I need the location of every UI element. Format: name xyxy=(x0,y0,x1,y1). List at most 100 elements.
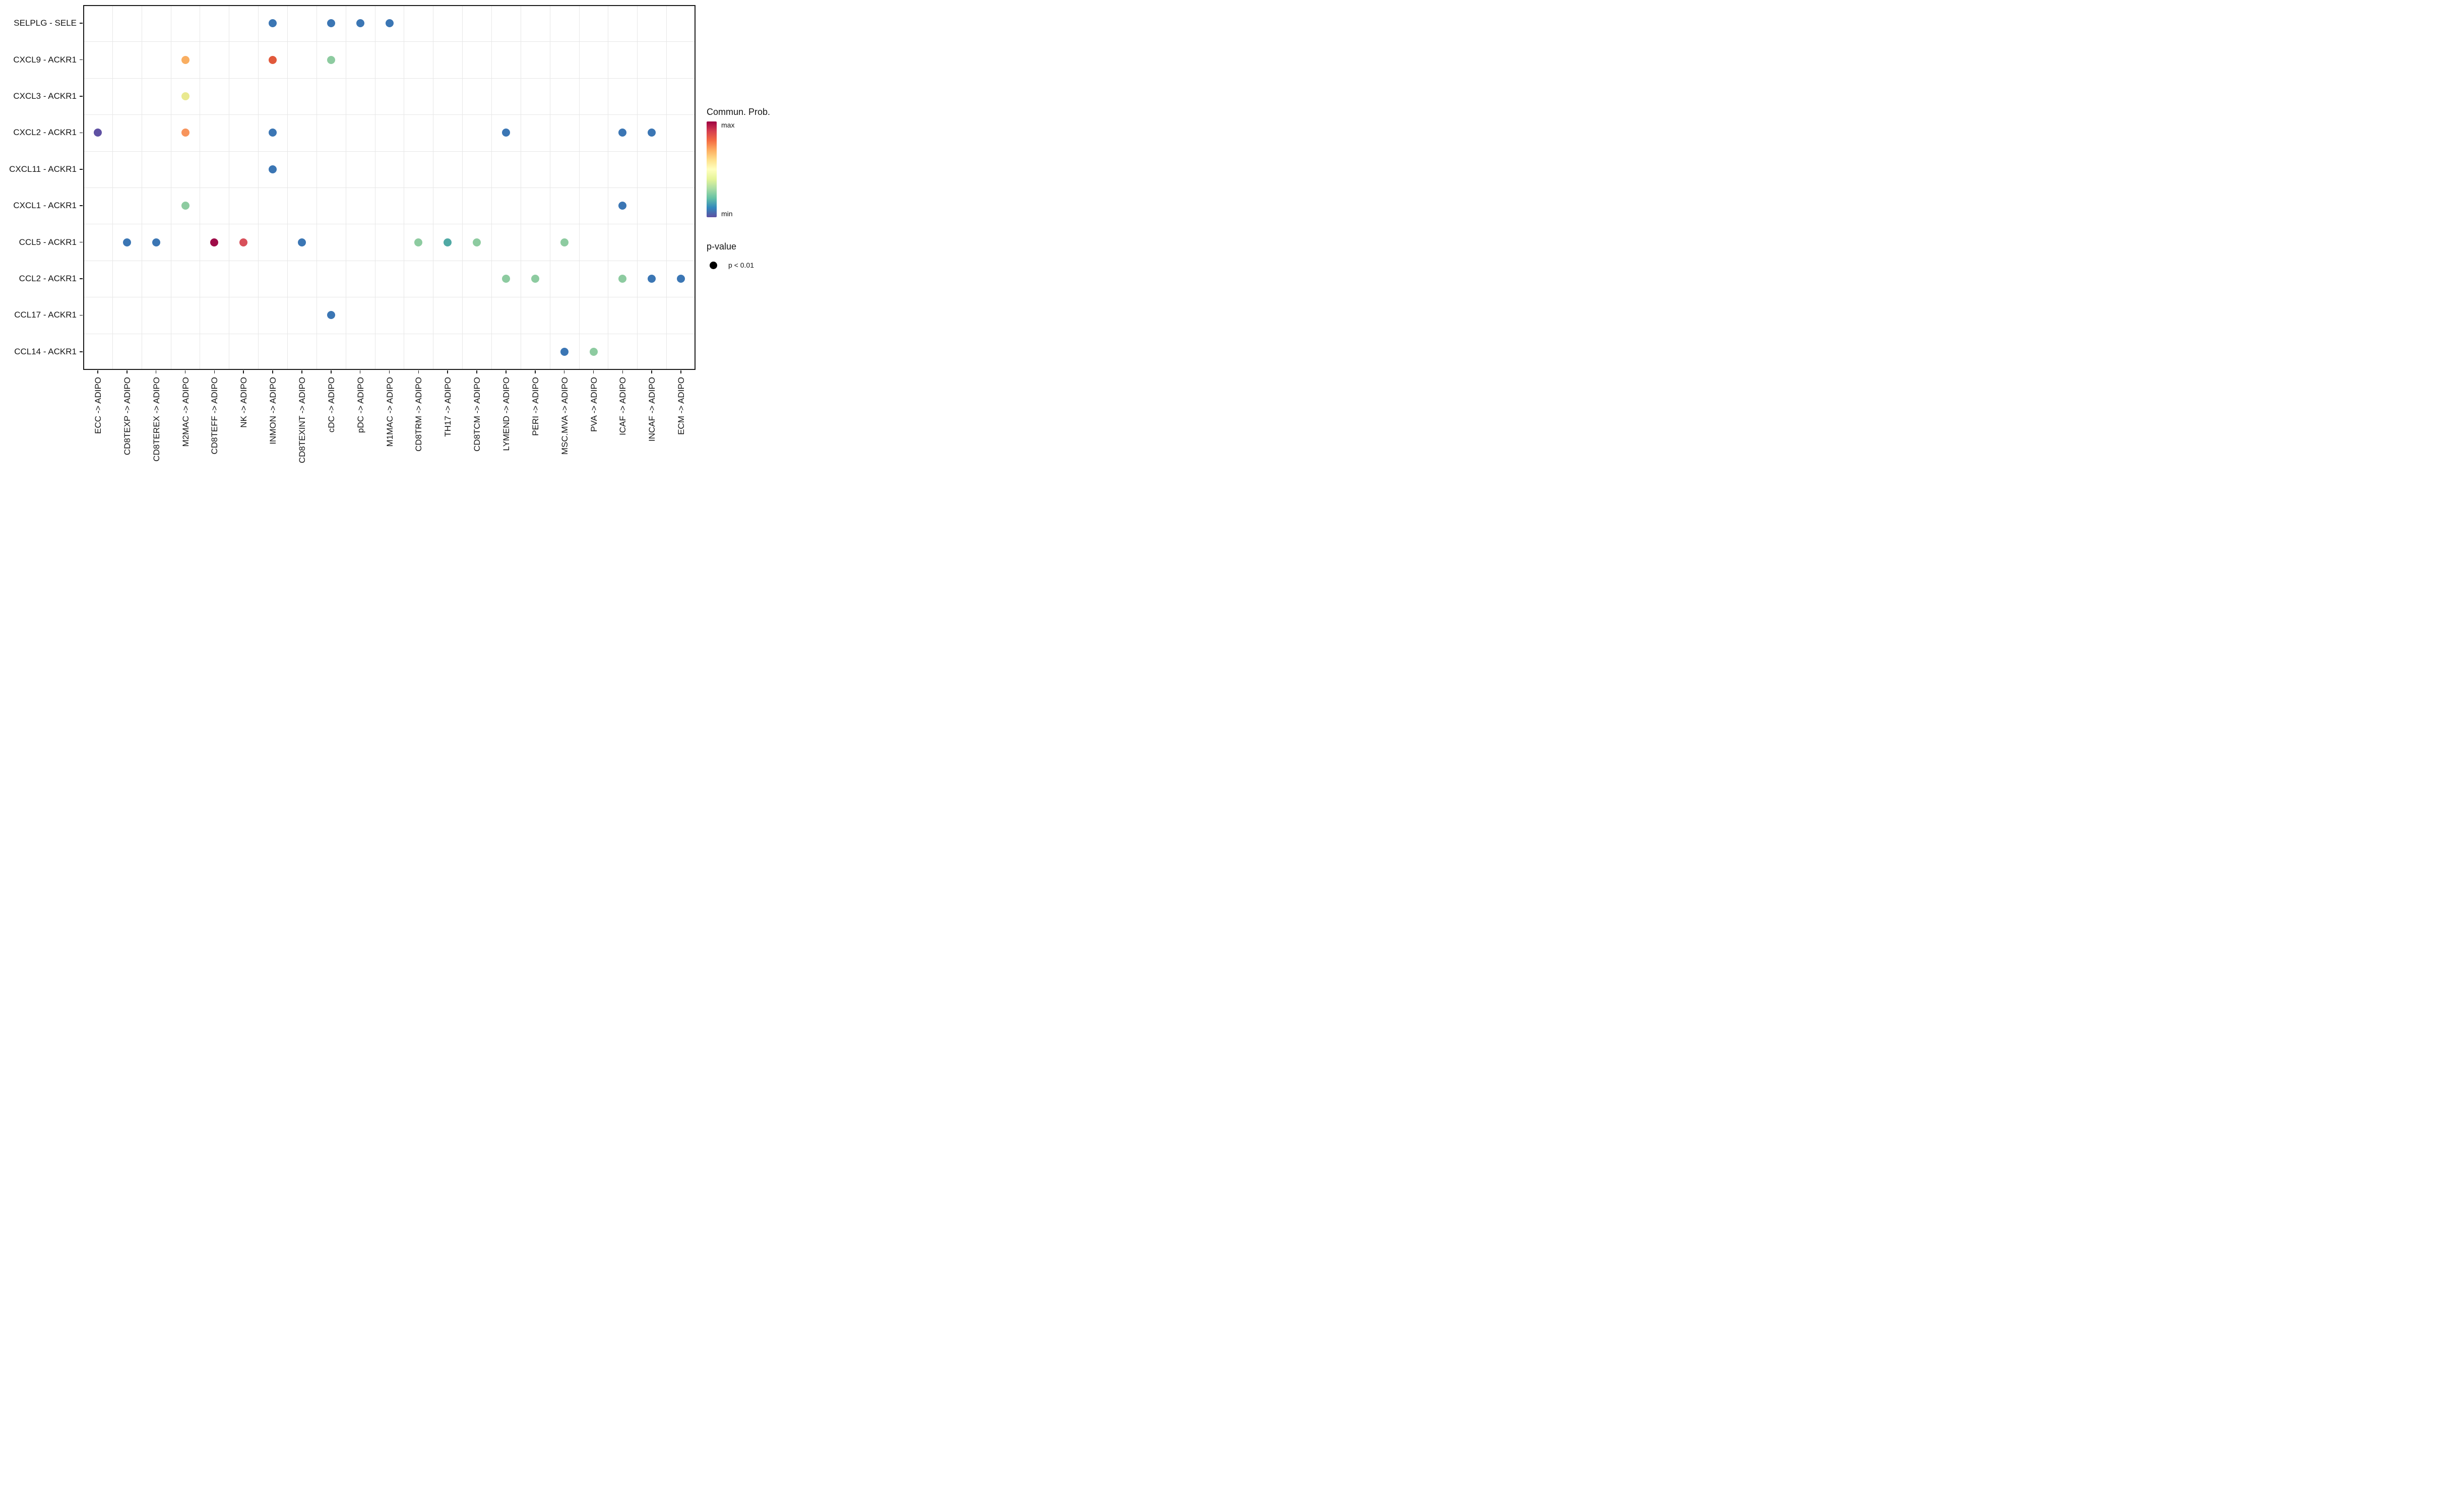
data-point xyxy=(356,19,364,28)
colorbar-title: Commun. Prob. xyxy=(707,107,771,117)
x-axis-tick xyxy=(418,370,419,373)
x-axis-tick xyxy=(622,370,623,373)
x-axis-label: CD8TCM -> ADIPO xyxy=(472,377,482,452)
x-axis-label: cDC -> ADIPO xyxy=(326,377,336,433)
x-axis-label: M2MAC -> ADIPO xyxy=(180,377,191,447)
data-point xyxy=(648,129,656,137)
x-axis-label: CD8TRM -> ADIPO xyxy=(414,377,424,452)
x-axis-tick xyxy=(331,370,332,373)
x-axis-tick xyxy=(476,370,477,373)
data-point xyxy=(414,238,423,246)
pvalue-legend-title: p-value xyxy=(707,241,737,251)
gridline-horizontal xyxy=(84,41,695,42)
colorbar-max-label: max xyxy=(721,121,735,129)
y-axis-label: SELPLG - SELE xyxy=(14,18,77,28)
data-point xyxy=(269,165,277,173)
x-axis-label: PERI -> ADIPO xyxy=(530,377,540,436)
legend: Commun. Prob. max min p-value p < 0.01 xyxy=(707,107,786,269)
y-axis-tick xyxy=(80,132,83,134)
data-point xyxy=(618,275,627,283)
x-axis-label: CD8TEXINT -> ADIPO xyxy=(297,377,307,464)
data-point xyxy=(618,129,627,137)
gridline-horizontal xyxy=(84,78,695,79)
data-point xyxy=(269,129,277,137)
data-point xyxy=(239,238,248,246)
x-axis-tick xyxy=(563,370,565,373)
y-axis-tick xyxy=(80,96,83,97)
x-axis-tick xyxy=(243,370,244,373)
x-axis-label: NK -> ADIPO xyxy=(239,377,249,428)
x-axis-tick xyxy=(184,370,186,373)
y-axis-tick xyxy=(80,205,83,206)
y-axis-tick xyxy=(80,23,83,24)
x-axis-tick xyxy=(272,370,273,373)
data-point xyxy=(181,92,190,100)
x-axis-label: ECC -> ADIPO xyxy=(93,377,103,434)
y-axis-label: CXCL1 - ACKR1 xyxy=(13,201,77,211)
x-axis-tick xyxy=(97,370,98,373)
x-axis-tick xyxy=(535,370,536,373)
y-axis-label: CXCL3 - ACKR1 xyxy=(13,91,77,101)
x-axis-label: LYMEND -> ADIPO xyxy=(501,377,511,451)
x-axis-label: CD8TEXP -> ADIPO xyxy=(122,377,132,456)
x-axis-tick xyxy=(680,370,681,373)
y-axis-label: CCL14 - ACKR1 xyxy=(14,346,77,356)
data-point xyxy=(181,202,190,210)
data-point xyxy=(560,347,569,356)
data-point xyxy=(122,238,131,246)
x-axis-tick xyxy=(506,370,507,373)
y-axis-tick xyxy=(80,241,83,243)
colorbar-labels: max min xyxy=(721,121,734,217)
data-point xyxy=(210,238,219,246)
x-axis-label: INMON -> ADIPO xyxy=(268,377,278,445)
y-axis-tick xyxy=(80,278,83,279)
y-axis-label: CXCL11 - ACKR1 xyxy=(9,164,77,174)
data-point xyxy=(677,275,685,283)
data-point xyxy=(589,347,598,356)
pvalue-dot-icon xyxy=(710,261,717,269)
y-axis-label: CCL17 - ACKR1 xyxy=(14,310,77,320)
data-point xyxy=(327,311,335,320)
data-point xyxy=(648,275,656,283)
y-axis-tick xyxy=(80,351,83,352)
y-axis-label: CCL5 - ACKR1 xyxy=(19,237,77,247)
pvalue-item-label: p < 0.01 xyxy=(728,261,754,269)
y-axis-label: CXCL2 - ACKR1 xyxy=(13,128,77,138)
x-axis-label: MSC.MVA -> ADIPO xyxy=(559,377,570,455)
x-axis-label: TH17 -> ADIPO xyxy=(443,377,453,437)
data-point xyxy=(269,19,277,28)
x-axis-label: CD8TEFF -> ADIPO xyxy=(210,377,220,455)
x-axis-label: pDC -> ADIPO xyxy=(355,377,365,433)
data-point xyxy=(501,129,510,137)
y-axis-label: CXCL9 - ACKR1 xyxy=(13,54,77,65)
x-axis-tick xyxy=(447,370,448,373)
data-point xyxy=(473,238,481,246)
x-axis-label: ICAF -> ADIPO xyxy=(618,377,628,435)
x-axis-tick xyxy=(301,370,302,373)
y-axis-label: CCL2 - ACKR1 xyxy=(19,274,77,283)
data-point xyxy=(181,129,190,137)
x-axis-tick xyxy=(651,370,652,373)
gridline-horizontal xyxy=(84,187,695,188)
data-point xyxy=(181,55,190,64)
data-point xyxy=(93,129,102,137)
pvalue-legend-item: p < 0.01 xyxy=(707,261,786,269)
gridline-horizontal xyxy=(84,151,695,152)
x-axis-tick xyxy=(127,370,128,373)
x-axis-tick xyxy=(155,370,157,373)
data-point xyxy=(327,19,335,28)
colorbar-row: max min xyxy=(707,121,786,217)
x-axis-label: ECM -> ADIPO xyxy=(676,377,686,435)
data-point xyxy=(444,238,452,246)
colorbar-min-label: min xyxy=(721,210,733,218)
data-point xyxy=(152,238,160,246)
y-axis-tick xyxy=(80,169,83,170)
data-point xyxy=(327,55,335,64)
data-point xyxy=(501,275,510,283)
colorbar-gradient xyxy=(707,121,717,217)
x-axis-tick xyxy=(359,370,361,373)
data-point xyxy=(618,202,627,210)
x-axis-tick xyxy=(214,370,215,373)
y-axis-tick xyxy=(80,59,83,60)
data-point xyxy=(269,55,277,64)
